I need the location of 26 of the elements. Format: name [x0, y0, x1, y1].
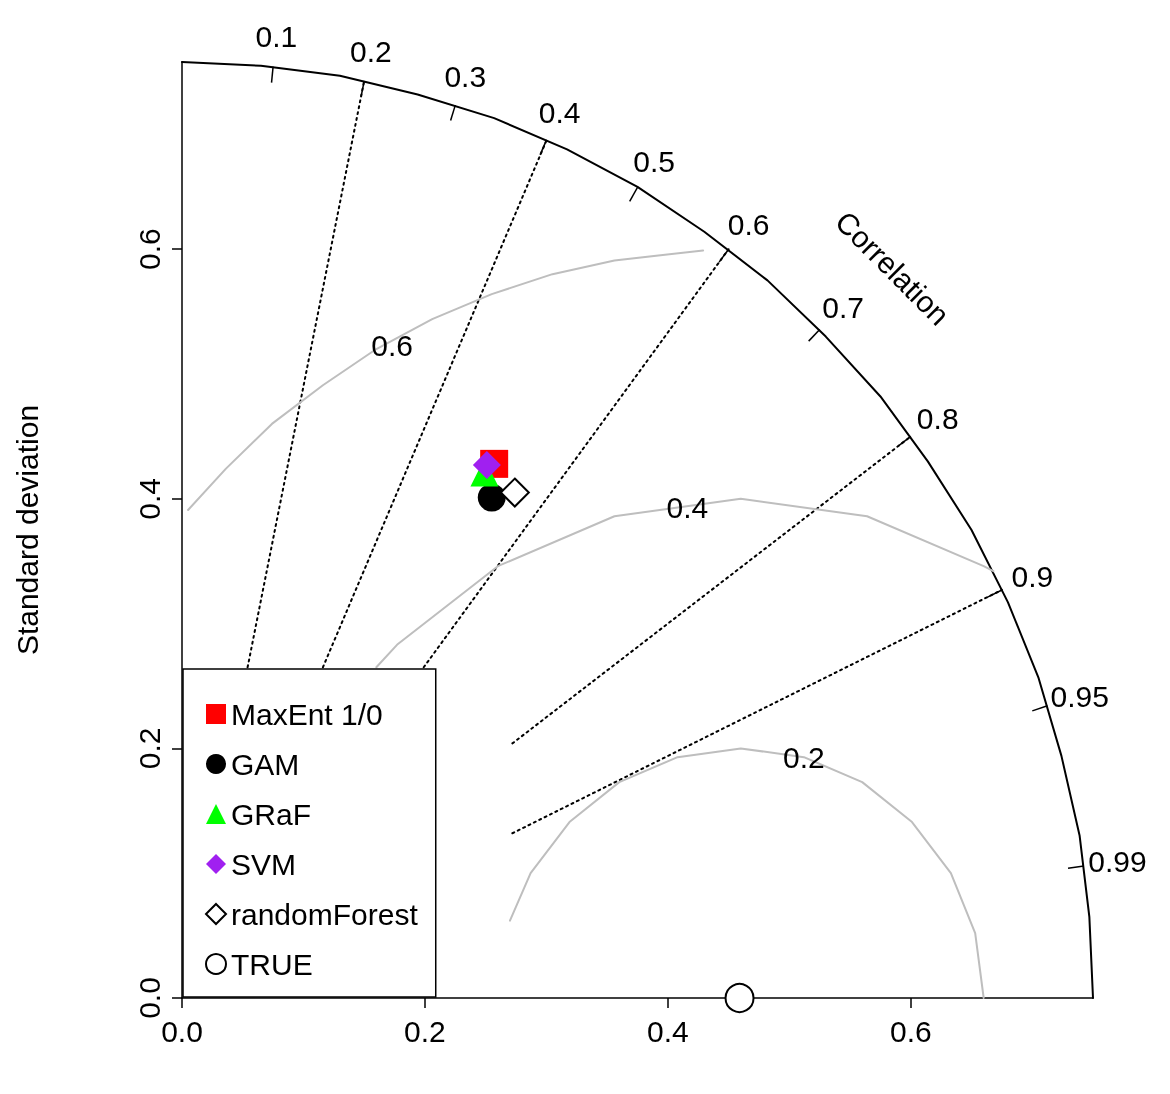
annotation: 0.8	[916, 401, 959, 435]
annotation: 0.99	[1088, 845, 1147, 879]
y-tick-label: 0.6	[132, 228, 166, 271]
annotation: 0.95	[1050, 679, 1109, 713]
annotation: 0.2	[349, 34, 392, 68]
legend-label: TRUE	[231, 947, 313, 981]
legend-label: SVM	[231, 847, 297, 881]
y-tick-label: 0.2	[132, 727, 166, 770]
legend-label: MaxEnt 1/0	[231, 697, 383, 731]
annotation: 0.3	[444, 59, 487, 93]
legend-label: GAM	[231, 747, 300, 781]
y-tick-label: 0.4	[132, 477, 166, 520]
y-axis-title: Standard deviation	[10, 404, 44, 656]
x-tick-label: 0.2	[404, 1014, 446, 1048]
annotation: 0.6	[371, 328, 413, 362]
legend-label: GRaF	[231, 797, 312, 831]
annotation: 0.4	[538, 96, 581, 130]
annotation: 0.4	[666, 491, 709, 525]
annotation: 0.6	[727, 208, 770, 242]
annotation: 0.9	[1011, 560, 1054, 594]
text: 0.1	[255, 20, 298, 54]
x-tick-label: 0.4	[647, 1014, 689, 1048]
legend-label: randomForest	[231, 897, 419, 931]
annotation: 0.2	[783, 740, 825, 774]
x-tick-label: 0.6	[889, 1014, 932, 1048]
annotation: 0.5	[633, 144, 676, 178]
